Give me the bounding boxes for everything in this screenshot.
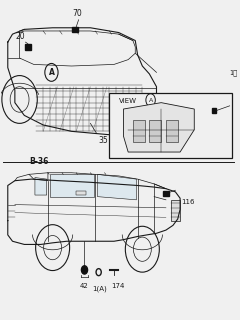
Polygon shape [97, 174, 136, 200]
Bar [109, 93, 232, 158]
Bar [133, 120, 145, 142]
Bar [171, 200, 180, 220]
Text: 42: 42 [80, 283, 89, 289]
Text: A: A [48, 68, 54, 77]
Text: 70: 70 [72, 9, 82, 18]
Bar [163, 191, 169, 196]
Text: 1(A): 1(A) [92, 286, 107, 292]
Bar [212, 108, 216, 113]
Bar [150, 120, 161, 142]
Text: 1Ⓑ: 1Ⓑ [230, 69, 238, 76]
Bar [76, 191, 86, 195]
Bar [166, 120, 178, 142]
Text: A: A [149, 98, 153, 103]
Text: 35: 35 [98, 136, 108, 145]
Text: B-36: B-36 [29, 157, 48, 166]
Circle shape [81, 266, 88, 274]
Bar [25, 44, 31, 50]
Text: VIEW: VIEW [119, 98, 137, 104]
Polygon shape [35, 178, 47, 195]
Polygon shape [50, 174, 94, 197]
Bar [72, 27, 78, 32]
Text: 174: 174 [111, 283, 124, 289]
Polygon shape [123, 103, 194, 152]
Text: 116: 116 [181, 199, 195, 204]
Text: 20: 20 [16, 32, 26, 41]
